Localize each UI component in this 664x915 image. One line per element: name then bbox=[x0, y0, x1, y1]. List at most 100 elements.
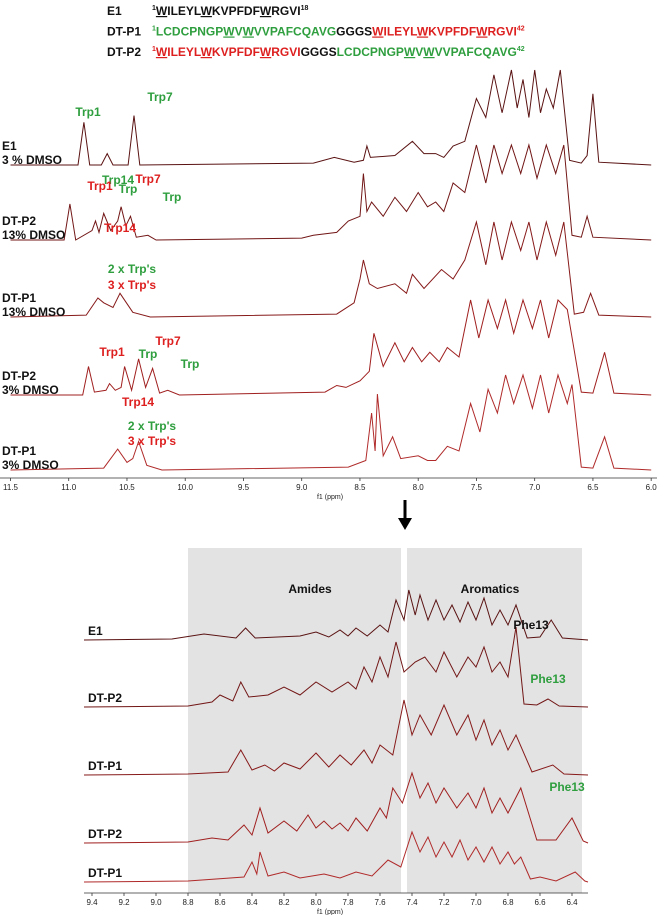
x-tick-label: 11.0 bbox=[61, 483, 77, 492]
x-tick-label: 9.0 bbox=[150, 898, 162, 907]
series-label: DT-P1 bbox=[88, 866, 122, 880]
x-tick-label: 6.4 bbox=[566, 898, 578, 907]
series-condition: 13% DMSO bbox=[2, 305, 65, 319]
sequence-part: W bbox=[404, 45, 416, 59]
sequence-part: W bbox=[201, 4, 213, 18]
sequence-part: W bbox=[156, 45, 168, 59]
sequence-part: W bbox=[223, 25, 235, 39]
x-tick-label: 8.0 bbox=[310, 898, 322, 907]
sequence-part: KVPFDF bbox=[212, 45, 260, 59]
series-condition: 3% DMSO bbox=[2, 458, 59, 472]
sequence-part: RGVI bbox=[488, 25, 517, 39]
series-label: DT-P2 bbox=[88, 827, 122, 841]
x-tick-label: 7.0 bbox=[529, 483, 541, 492]
sequence-part: KVPFDF bbox=[212, 4, 260, 18]
sequence-part: V bbox=[235, 25, 243, 39]
sequence-part: W bbox=[260, 4, 272, 18]
x-tick-label: 7.6 bbox=[374, 898, 386, 907]
x-tick-label: 6.6 bbox=[534, 898, 546, 907]
peak-annotation: Trp1 bbox=[87, 179, 113, 193]
peak-annotation: Trp14 bbox=[102, 173, 134, 187]
x-tick-label: 8.6 bbox=[214, 898, 226, 907]
series-condition: 3 % DMSO bbox=[2, 153, 62, 167]
sequence-part: W bbox=[372, 25, 384, 39]
peak-annotation: Trp bbox=[163, 190, 182, 204]
region-divider bbox=[401, 548, 407, 893]
sequence-part: 18 bbox=[301, 5, 309, 12]
sequence-part: LCDCPNGP bbox=[156, 25, 223, 39]
series-condition: 13% DMSO bbox=[2, 228, 65, 242]
x-tick-label: 8.4 bbox=[246, 898, 258, 907]
sequence-part: W bbox=[243, 25, 255, 39]
peak-annotation: Trp14 bbox=[104, 221, 136, 235]
peak-annotation: Trp bbox=[119, 182, 138, 196]
peak-annotation: Trp7 bbox=[155, 334, 181, 348]
sequence-part: GGGS bbox=[301, 45, 337, 59]
peak-annotation: Trp7 bbox=[135, 172, 161, 186]
x-tick-label: 7.2 bbox=[438, 898, 450, 907]
sequence-label: DT-P1 bbox=[107, 25, 141, 39]
peak-annotation: Amides bbox=[288, 582, 332, 596]
x-tick-label: 9.5 bbox=[238, 483, 250, 492]
sequence-part: RGVI bbox=[271, 4, 300, 18]
peak-annotation: Phe13 bbox=[530, 672, 566, 686]
spectrum bbox=[10, 298, 652, 396]
x-tick-label: 8.5 bbox=[354, 483, 366, 492]
sequence-label: E1 bbox=[107, 4, 122, 18]
peak-annotation: Phe13 bbox=[513, 618, 549, 632]
peak-annotation: Trp7 bbox=[147, 90, 173, 104]
spectrum bbox=[83, 699, 589, 776]
x-tick-label: 8.0 bbox=[413, 483, 425, 492]
sequence-part: W bbox=[156, 4, 168, 18]
sequence-part: VVPAFCQAVG bbox=[254, 25, 336, 39]
sequence-label: DT-P2 bbox=[107, 45, 141, 59]
sequence-part: GGGS bbox=[336, 25, 372, 39]
spectrum bbox=[83, 771, 589, 844]
sequence: 1LCDCPNGPWVWVVPAFCQAVGGGGSWILEYLWKVPFDFW… bbox=[152, 25, 525, 39]
x-tick-label: 9.4 bbox=[86, 898, 98, 907]
series-label: E1 bbox=[2, 139, 17, 153]
x-tick-label: 8.2 bbox=[278, 898, 290, 907]
x-tick-label: 6.5 bbox=[587, 483, 599, 492]
sequence-part: 42 bbox=[517, 46, 525, 53]
spectrum bbox=[10, 373, 652, 471]
sequence: 1WILEYLWKVPFDFWRGVIGGGSLCDCPNGPWVWVVPAFC… bbox=[152, 45, 525, 59]
spectrum bbox=[10, 143, 652, 241]
sequence-part: W bbox=[417, 25, 429, 39]
peak-annotation: Phe13 bbox=[549, 780, 585, 794]
spectrum bbox=[10, 220, 652, 318]
peak-annotation: Trp1 bbox=[99, 345, 125, 359]
sequence-part: V bbox=[415, 45, 423, 59]
x-tick-label: 11.5 bbox=[3, 483, 19, 492]
x-tick-label: 8.8 bbox=[182, 898, 194, 907]
sequence-part: KVPFDF bbox=[428, 25, 476, 39]
x-tick-label: 6.0 bbox=[646, 483, 658, 492]
peak-annotation: 2 x Trp's bbox=[128, 419, 177, 433]
x-axis-label: f1 (ppm) bbox=[317, 494, 343, 501]
peak-annotation: 3 x Trp's bbox=[108, 278, 157, 292]
spectrum bbox=[10, 69, 652, 166]
peak-annotation: Trp bbox=[181, 357, 200, 371]
spectrum bbox=[83, 830, 589, 883]
spectra bbox=[10, 69, 652, 471]
x-axis-label: f1 (ppm) bbox=[317, 909, 343, 915]
x-tick-label: 7.0 bbox=[470, 898, 482, 907]
series-label: DT-P1 bbox=[88, 759, 122, 773]
x-tick-label: 7.8 bbox=[342, 898, 354, 907]
sequence-part: W bbox=[260, 45, 272, 59]
x-tick-label: 10.0 bbox=[177, 483, 193, 492]
sequence-part: 1 bbox=[152, 5, 156, 12]
spectrum bbox=[83, 626, 589, 708]
series-label: DT-P2 bbox=[2, 369, 36, 383]
x-tick-label: 7.5 bbox=[471, 483, 483, 492]
sequence-part: W bbox=[423, 45, 435, 59]
series-label: E1 bbox=[88, 624, 103, 638]
sequence-part: ILEYL bbox=[167, 4, 201, 18]
peak-annotation: Aromatics bbox=[461, 582, 520, 596]
series-condition: 3% DMSO bbox=[2, 383, 59, 397]
x-tick-label: 6.8 bbox=[502, 898, 514, 907]
series-label: DT-P1 bbox=[2, 291, 36, 305]
top-spectra: 11.5 11.0 10.5 10.0 9.5 9.0 8.5 8.0 7.5 7.0 6.5 6.0… bbox=[0, 69, 658, 501]
sequence-part: VVPAFCQAVG bbox=[435, 45, 517, 59]
